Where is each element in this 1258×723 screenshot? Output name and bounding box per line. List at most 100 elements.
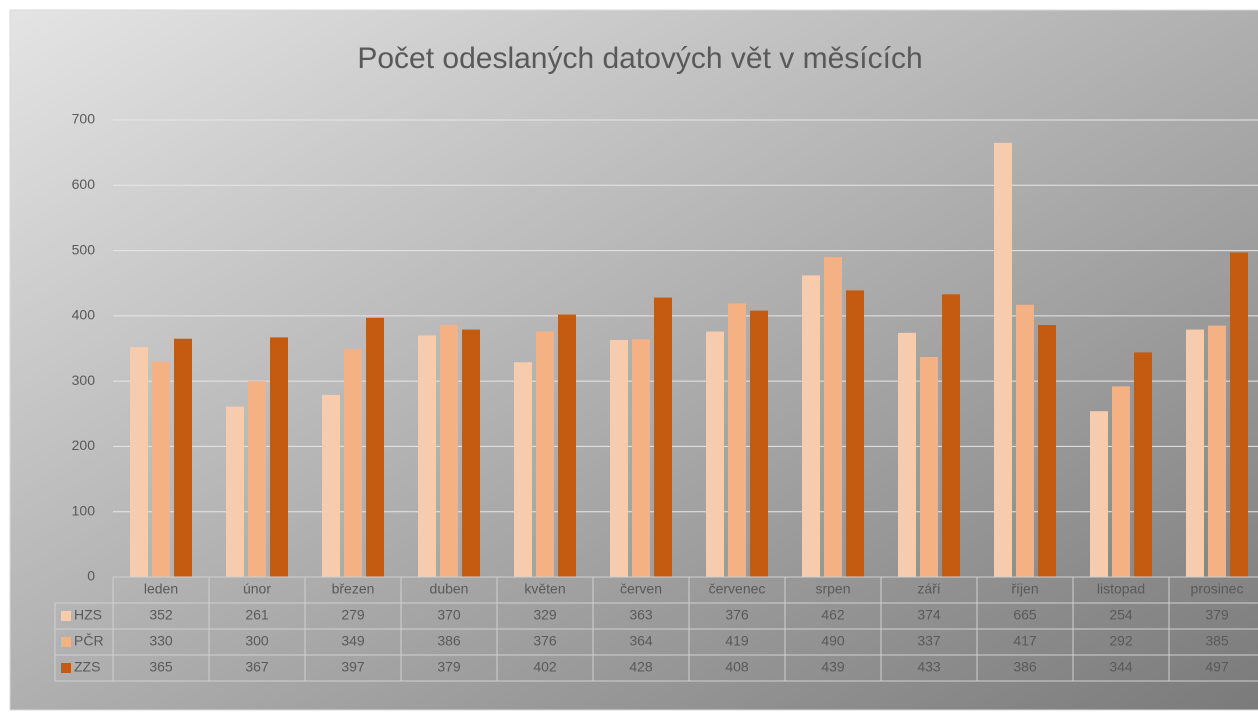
legend-label: HZS	[74, 607, 102, 623]
bar	[898, 332, 916, 577]
bar	[514, 362, 532, 577]
table-value: 419	[725, 633, 749, 649]
y-tick-label: 500	[72, 241, 96, 257]
bar	[344, 349, 362, 577]
bar	[1112, 386, 1130, 577]
bar	[654, 297, 672, 577]
table-value: 374	[917, 607, 941, 623]
y-tick-label: 400	[72, 307, 96, 323]
table-value: 462	[821, 607, 845, 623]
y-tick-label: 200	[72, 437, 96, 453]
bar	[558, 314, 576, 577]
y-tick-label: 700	[72, 111, 96, 127]
bar	[418, 335, 436, 577]
bar	[942, 294, 960, 577]
table-value: 379	[1205, 607, 1229, 623]
bar	[366, 317, 384, 577]
x-tick-label: leden	[144, 581, 178, 597]
bar	[1016, 304, 1034, 577]
bar	[536, 331, 554, 577]
bar	[610, 340, 628, 577]
table-value: 397	[341, 659, 365, 675]
bar	[994, 142, 1012, 577]
bar	[174, 338, 192, 577]
bar	[152, 361, 170, 577]
bar	[322, 394, 340, 577]
table-value: 337	[917, 633, 941, 649]
y-tick-label: 100	[72, 502, 96, 518]
table-value: 402	[533, 659, 557, 675]
table-value: 344	[1109, 659, 1133, 675]
table-value: 261	[245, 607, 269, 623]
bar	[632, 339, 650, 577]
legend-swatch	[61, 663, 71, 673]
bar	[824, 257, 842, 577]
x-tick-label: srpen	[815, 581, 850, 597]
bar	[440, 324, 458, 577]
legend-swatch	[61, 611, 71, 621]
table-value: 385	[1205, 633, 1229, 649]
bar	[462, 329, 480, 577]
x-tick-label: červen	[620, 581, 662, 597]
table-value: 330	[149, 633, 173, 649]
table-value: 370	[437, 607, 461, 623]
bar	[706, 331, 724, 577]
x-tick-label: září	[917, 581, 940, 597]
legend-label: ZZS	[74, 659, 100, 675]
bar	[846, 290, 864, 577]
bar	[270, 337, 288, 577]
bar	[728, 303, 746, 577]
table-value: 363	[629, 607, 653, 623]
legend-label: PČR	[74, 633, 104, 649]
table-value: 417	[1013, 633, 1037, 649]
table-value: 292	[1109, 633, 1133, 649]
table-value: 376	[533, 633, 557, 649]
table-value: 364	[629, 633, 653, 649]
bar	[802, 275, 820, 577]
table-value: 433	[917, 659, 941, 675]
table-value: 352	[149, 607, 173, 623]
x-tick-label: duben	[430, 581, 469, 597]
table-value: 279	[341, 607, 365, 623]
bar	[1208, 325, 1226, 577]
x-tick-label: červenec	[709, 581, 766, 597]
chart-title: Počet odeslaných datových vět v měsících	[357, 42, 922, 75]
table-value: 439	[821, 659, 845, 675]
y-tick-label: 0	[87, 568, 95, 584]
table-value: 665	[1013, 607, 1037, 623]
x-tick-label: listopad	[1097, 581, 1145, 597]
y-tick-label: 300	[72, 372, 96, 388]
bar	[1186, 329, 1204, 577]
bar	[1038, 324, 1056, 577]
table-value: 408	[725, 659, 749, 675]
table-value: 254	[1109, 607, 1133, 623]
y-tick-label: 600	[72, 176, 96, 192]
table-value: 497	[1205, 659, 1229, 675]
table-value: 300	[245, 633, 269, 649]
table-value: 379	[437, 659, 461, 675]
legend-swatch	[61, 637, 71, 647]
table-value: 386	[437, 633, 461, 649]
table-value: 349	[341, 633, 365, 649]
bar	[130, 347, 148, 577]
table-value: 428	[629, 659, 653, 675]
x-tick-label: březen	[332, 581, 375, 597]
table-value: 367	[245, 659, 269, 675]
table-value: 365	[149, 659, 173, 675]
x-tick-label: květen	[524, 581, 565, 597]
x-tick-label: prosinec	[1191, 581, 1244, 597]
bar	[226, 406, 244, 577]
bar	[248, 381, 266, 577]
table-value: 490	[821, 633, 845, 649]
table-value: 386	[1013, 659, 1037, 675]
bar	[750, 310, 768, 577]
bar	[1134, 352, 1152, 577]
x-tick-label: únor	[243, 581, 271, 597]
table-value: 329	[533, 607, 557, 623]
bar	[920, 356, 938, 577]
bar	[1230, 252, 1248, 577]
x-tick-label: říjen	[1011, 581, 1038, 597]
table-value: 376	[725, 607, 749, 623]
